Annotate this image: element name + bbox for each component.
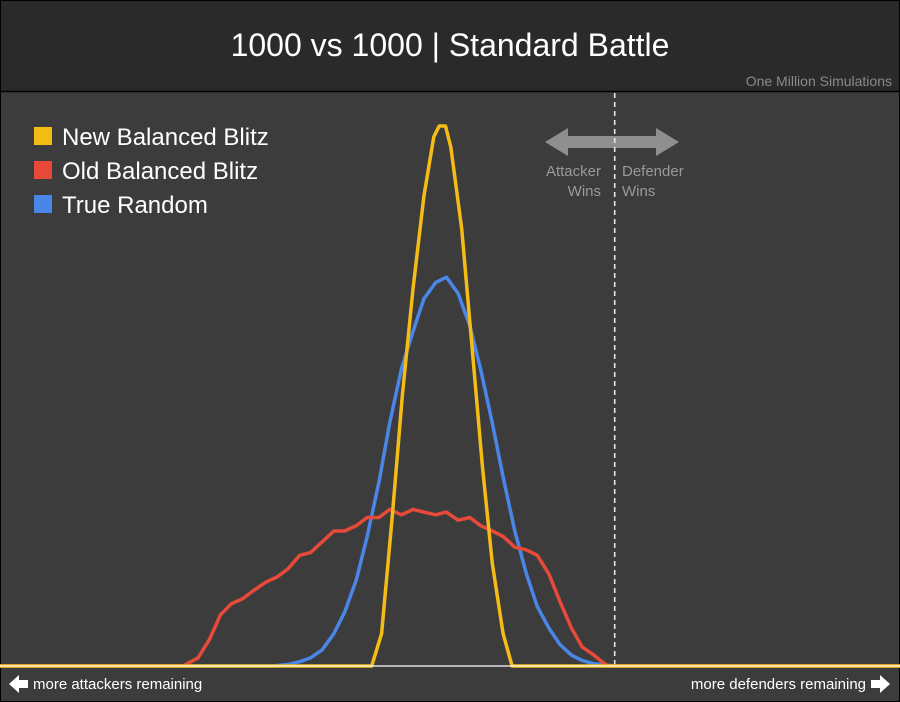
defender-label-line2: Wins [622,183,655,200]
legend-swatch-new-balanced-blitz [34,127,52,145]
legend-swatch-true-random [34,195,52,213]
footer-right-label: more defenders remaining [691,676,866,693]
arrow-left-icon [9,675,28,693]
attacker-label-line2: Wins [568,183,601,200]
chart-subtitle: One Million Simulations [746,73,892,89]
legend-label-old-balanced-blitz: Old Balanced Blitz [62,158,258,185]
attacker-label-line1: Attacker [546,163,601,180]
legend: New Balanced Blitz Old Balanced Blitz Tr… [34,124,269,219]
legend-label-new-balanced-blitz: New Balanced Blitz [62,124,269,151]
series-group [0,124,900,668]
defender-label-line1: Defender [622,163,684,180]
wins-annotation: Attacker Wins Defender Wins [545,128,684,200]
series-line-new-balanced-blitz [0,124,900,668]
footer-left-label: more attackers remaining [33,676,202,693]
series-line-old-balanced-blitz [0,507,900,668]
arrow-right-icon [871,675,890,693]
header-bar [1,1,899,91]
double-arrow-icon [545,128,679,156]
chart-title: 1000 vs 1000 | Standard Battle [231,27,670,63]
legend-label-true-random: True Random [62,192,208,219]
legend-swatch-old-balanced-blitz [34,161,52,179]
footer-bar [1,668,899,701]
series-line-true-random [0,275,900,668]
